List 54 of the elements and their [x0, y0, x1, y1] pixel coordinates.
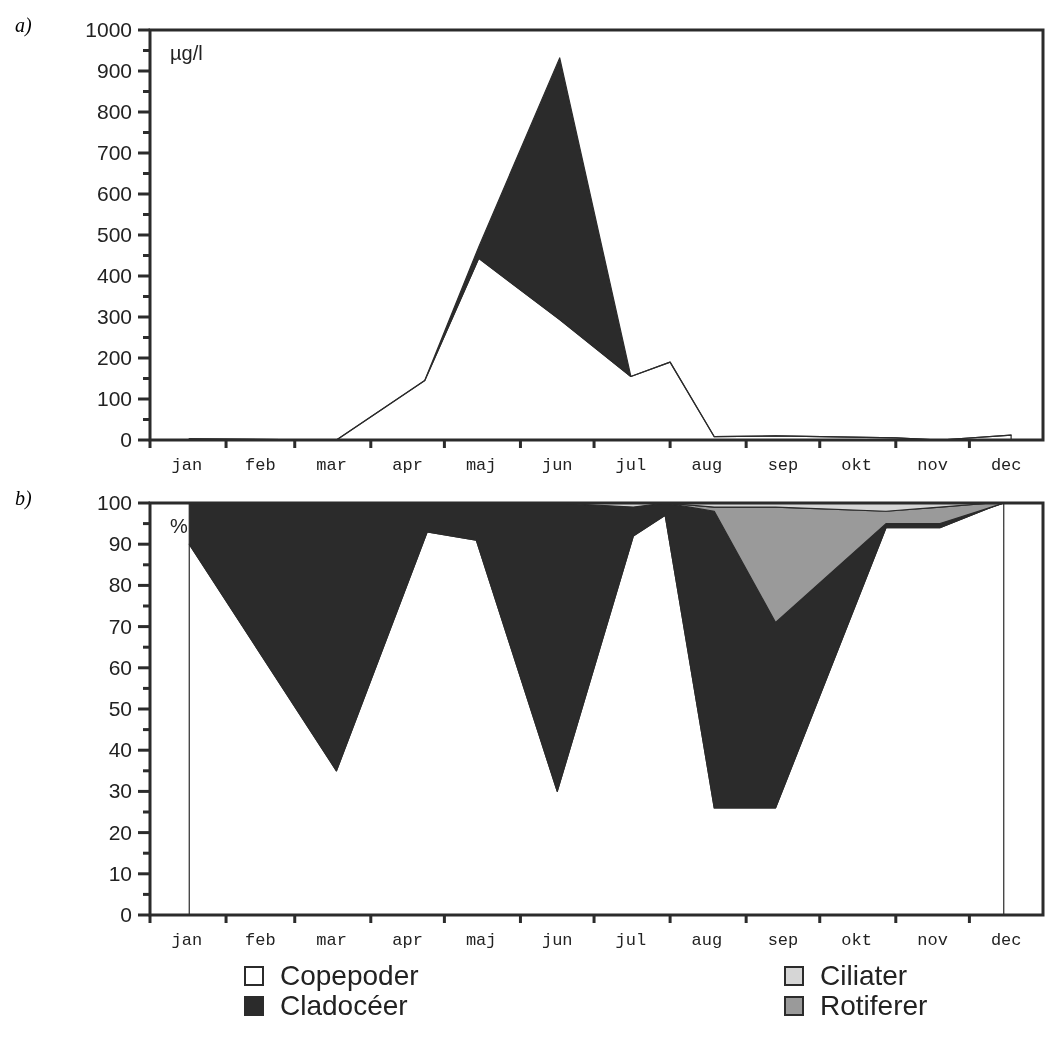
x-tick-label: nov [917, 456, 948, 475]
y-tick-label: 90 [108, 532, 132, 556]
y-tick-label: 30 [108, 779, 132, 803]
x-tick-label: jan [171, 931, 203, 950]
x-tick-label: jul [615, 456, 647, 475]
y-tick-label: 200 [96, 346, 132, 369]
x-tick-label: mar [316, 456, 347, 475]
x-tick-label: maj [465, 456, 497, 475]
x-tick-label: dec [990, 456, 1022, 475]
y-tick-label: 900 [96, 59, 132, 82]
x-tick-label: okt [841, 456, 872, 475]
x-tick-label: jan [171, 456, 203, 475]
x-tick-label: mar [316, 931, 347, 950]
y-tick-label: 300 [96, 305, 132, 328]
y-tick-label: 20 [108, 820, 132, 844]
x-tick-label: jun [541, 456, 573, 475]
x-tick-label: jul [615, 931, 647, 950]
legend-label: Ciliater [820, 960, 908, 991]
y-axis-title: µg/l [170, 42, 203, 64]
x-tick-label: maj [465, 931, 497, 950]
y-tick-label: 600 [96, 182, 132, 205]
y-tick-label: 100 [96, 387, 132, 410]
y-tick-label: 40 [108, 738, 132, 762]
x-tick-label: apr [392, 931, 423, 950]
x-tick-label: feb [245, 456, 276, 475]
y-tick-label: 500 [96, 223, 132, 246]
legend-label: Cladocéer [280, 990, 408, 1021]
x-tick-label: apr [392, 456, 423, 475]
x-tick-label: feb [245, 931, 276, 950]
y-tick-label: 50 [108, 697, 132, 720]
y-tick-label: 60 [108, 655, 132, 679]
y-tick-label: 0 [120, 428, 132, 451]
y-tick-label: 10 [108, 861, 132, 885]
y-tick-label: 1000 [85, 18, 132, 41]
y-tick-label: 100 [96, 491, 132, 514]
y-tick-label: 800 [96, 100, 132, 123]
y-tick-label: 0 [120, 903, 132, 926]
y-tick-label: 400 [96, 264, 132, 287]
legend-label: Rotiferer [820, 990, 928, 1021]
y-tick-label: 70 [108, 614, 132, 638]
x-tick-label: sep [767, 456, 799, 475]
x-tick-label: aug [691, 931, 723, 950]
x-tick-label: okt [841, 931, 872, 950]
chart-title: b) [15, 487, 32, 510]
x-tick-label: jun [541, 931, 573, 950]
x-tick-label: dec [990, 931, 1022, 950]
chart-title: a) [15, 14, 32, 37]
x-tick-label: sep [767, 931, 799, 950]
y-axis-title: % [170, 515, 188, 537]
x-tick-label: aug [691, 456, 723, 475]
y-tick-label: 80 [108, 573, 132, 597]
legend-label: Copepoder [280, 960, 419, 991]
x-tick-label: nov [917, 931, 948, 950]
y-tick-label: 700 [96, 141, 132, 164]
